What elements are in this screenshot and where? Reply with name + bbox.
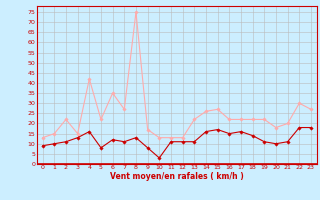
X-axis label: Vent moyen/en rafales ( km/h ): Vent moyen/en rafales ( km/h )	[110, 172, 244, 181]
